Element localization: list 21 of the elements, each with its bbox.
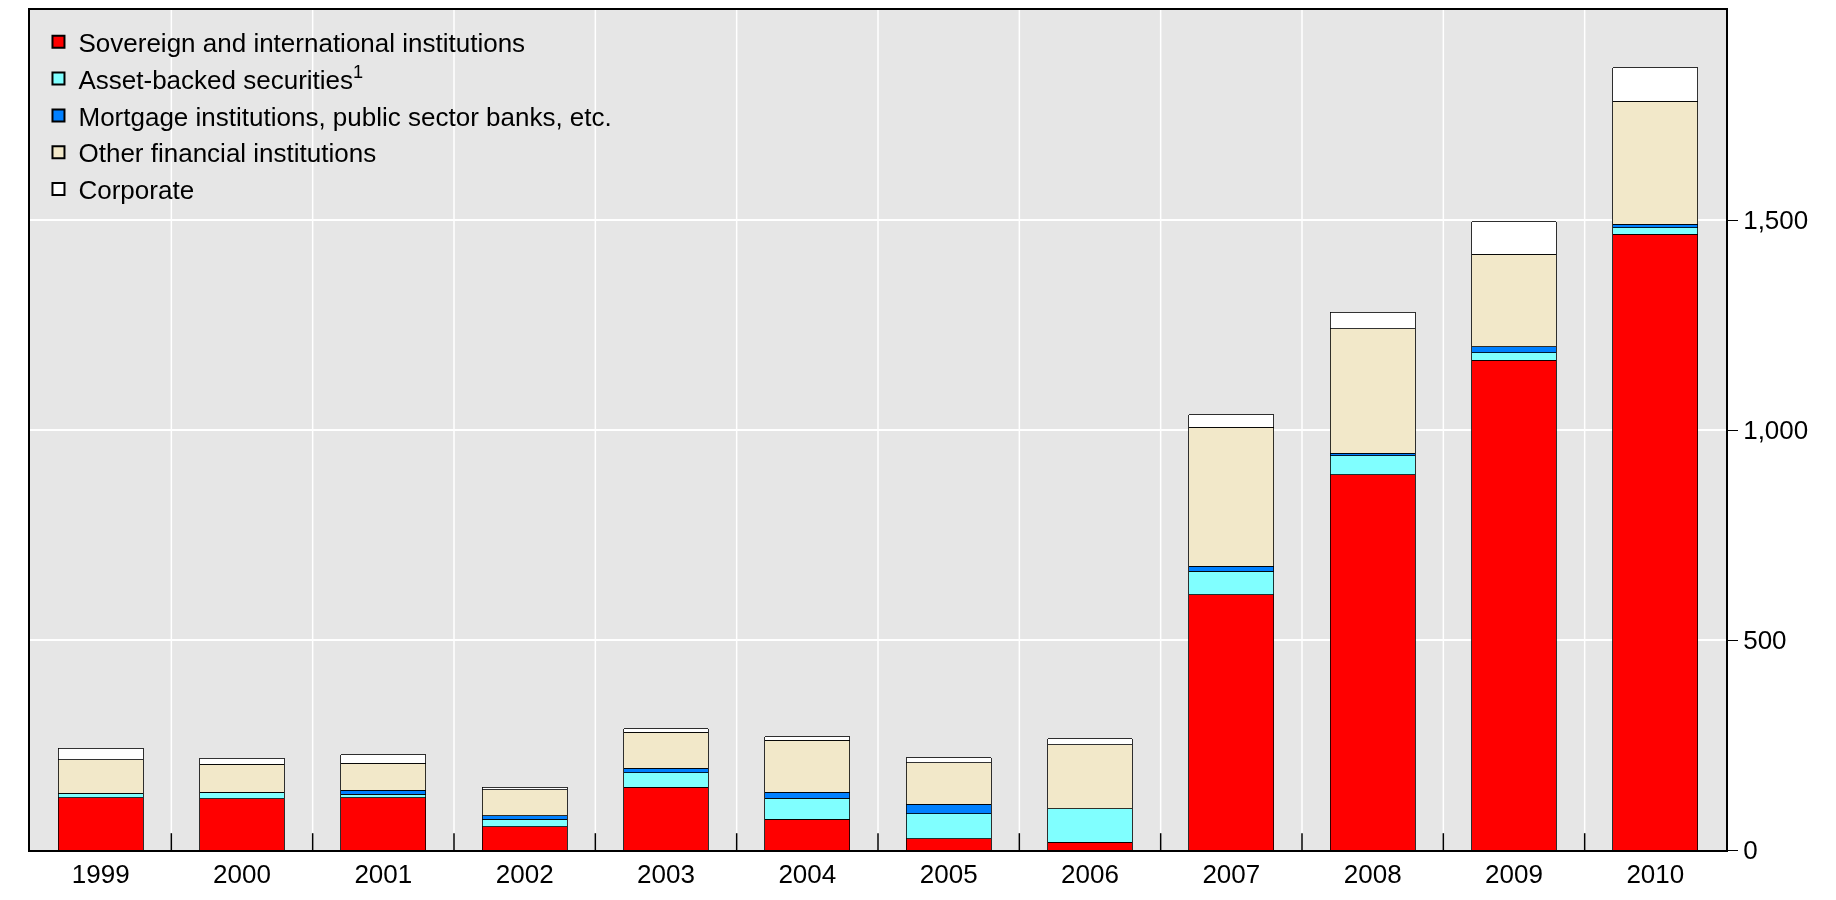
legend-label: Other financial institutions <box>78 138 377 169</box>
y-tick-label: 1,500 <box>1743 205 1809 236</box>
y-tick-label: 500 <box>1743 625 1787 656</box>
x-tick-label: 1999 <box>71 859 130 890</box>
x-tick-label: 2005 <box>919 859 978 890</box>
x-tick-label: 2009 <box>1485 859 1543 890</box>
y-tick-label: 0 <box>1743 835 1758 866</box>
x-tick-label: 2010 <box>1626 859 1685 890</box>
x-tick-label: 2008 <box>1343 859 1402 890</box>
x-tick-label: 2000 <box>213 859 271 890</box>
y-tick-label: 1,000 <box>1743 415 1809 446</box>
x-tick-label: 2007 <box>1202 859 1261 890</box>
legend-label: Mortgage institutions, public sector banks, etc. <box>78 101 612 132</box>
legend-label: Corporate <box>78 175 195 206</box>
x-tick-label: 2004 <box>778 859 837 890</box>
x-tick-label: 2002 <box>495 859 554 890</box>
legend-label: Asset-backed securities$^{1}$ <box>78 61 364 95</box>
x-tick-label: 2001 <box>354 859 413 890</box>
x-tick-label: 2006 <box>1061 859 1119 890</box>
legend-label: Sovereign and international institutions <box>78 27 526 58</box>
x-tick-label: 2003 <box>637 859 695 890</box>
